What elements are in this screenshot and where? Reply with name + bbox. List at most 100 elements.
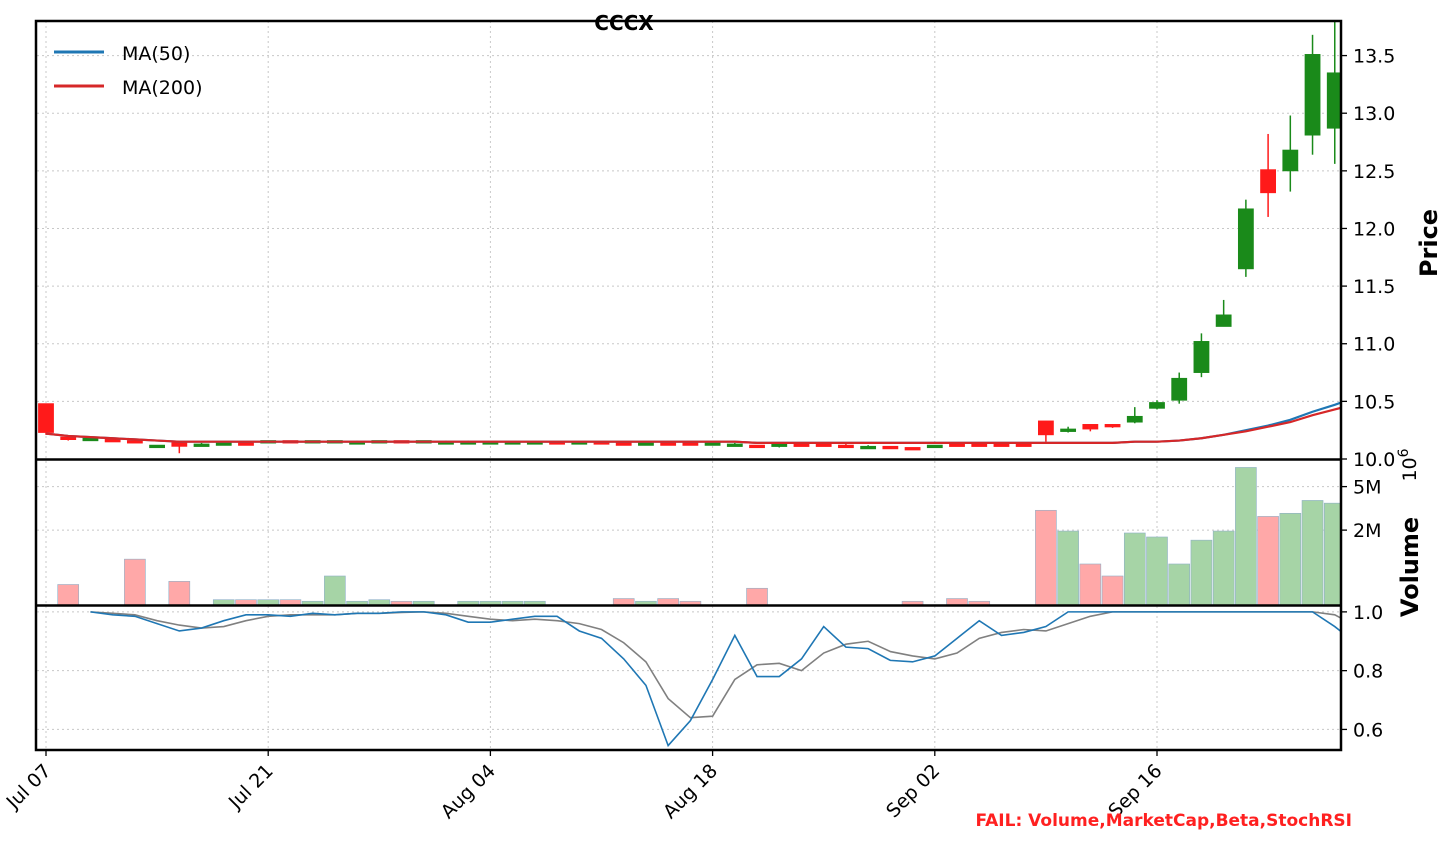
candle-body bbox=[993, 443, 1010, 447]
candle bbox=[926, 444, 943, 449]
candle bbox=[793, 443, 810, 447]
candle-body bbox=[882, 445, 899, 450]
volume-bar bbox=[1035, 509, 1057, 605]
candle bbox=[638, 442, 654, 446]
candle-body bbox=[682, 442, 699, 446]
volume-bar bbox=[1101, 575, 1124, 605]
volume-bar bbox=[1079, 563, 1102, 605]
oscillator-y-tick-label: 1.0 bbox=[1353, 602, 1383, 624]
oscillator-y-tick-label: 0.8 bbox=[1353, 661, 1383, 683]
candle-body bbox=[1038, 420, 1054, 436]
candle bbox=[1215, 299, 1232, 327]
candle bbox=[193, 442, 210, 447]
volume-bar bbox=[946, 598, 968, 605]
price-y-tick-label: 10.0 bbox=[1353, 449, 1395, 471]
candle-body bbox=[38, 403, 54, 433]
volume-bar bbox=[124, 558, 146, 605]
candle bbox=[1237, 199, 1254, 277]
candle bbox=[860, 445, 877, 450]
candle bbox=[1015, 443, 1032, 447]
legend-ma200-label: MA(200) bbox=[122, 77, 202, 99]
candle bbox=[149, 444, 166, 449]
candle bbox=[1104, 424, 1121, 428]
volume-bar bbox=[212, 599, 235, 605]
candle bbox=[1038, 420, 1054, 442]
candle-body bbox=[193, 443, 210, 447]
candle bbox=[815, 443, 832, 447]
candle bbox=[704, 442, 721, 446]
candle-body bbox=[171, 442, 188, 447]
volume-y-tick-label: 2M bbox=[1353, 520, 1381, 542]
volume-bar bbox=[1123, 532, 1146, 605]
candle bbox=[171, 441, 188, 454]
oscillator-y-tick-label: 0.6 bbox=[1353, 719, 1383, 741]
volume-axis-title: Volume bbox=[1396, 517, 1424, 617]
volume-bar bbox=[1057, 530, 1079, 605]
volume-y-axis: 2M 5M bbox=[1341, 477, 1381, 542]
price-y-axis: 10.0 10.5 11.0 11.5 12.0 12.5 13.0 13.5 bbox=[1341, 46, 1395, 471]
x-tick-label: Jul 07 bbox=[2, 760, 56, 814]
legend: MA(50) MA(200) bbox=[54, 43, 202, 99]
candle bbox=[1149, 400, 1165, 410]
candle-body bbox=[793, 443, 810, 447]
candle-body bbox=[771, 443, 788, 447]
price-y-tick-label: 11.0 bbox=[1353, 334, 1395, 356]
candle bbox=[215, 442, 232, 446]
chart-frame bbox=[34, 19, 1343, 752]
candle-body bbox=[1104, 424, 1121, 428]
candle-body bbox=[1215, 314, 1232, 327]
candle-body bbox=[949, 443, 965, 447]
candle bbox=[1193, 333, 1210, 378]
chart-title: CCCX bbox=[594, 11, 654, 35]
volume-bar bbox=[279, 599, 302, 605]
candle bbox=[949, 443, 965, 447]
candle bbox=[726, 442, 743, 447]
volume-bar bbox=[368, 599, 391, 605]
candle-body bbox=[704, 442, 721, 446]
candle-body bbox=[660, 442, 677, 446]
grid-lines bbox=[37, 21, 1341, 750]
legend-ma50-label: MA(50) bbox=[122, 43, 190, 65]
candle-body bbox=[815, 443, 832, 447]
candle-body bbox=[126, 440, 143, 444]
x-tick-label: Sep 02 bbox=[882, 760, 944, 822]
volume-offset-exponent: 6 bbox=[1396, 448, 1412, 457]
candle bbox=[1282, 115, 1299, 192]
ma200-line bbox=[45, 406, 1341, 444]
price-panel bbox=[38, 21, 1341, 454]
candle-body bbox=[1171, 377, 1188, 401]
candle-body bbox=[615, 442, 632, 446]
candle bbox=[1126, 407, 1143, 424]
x-tick-label: Jul 21 bbox=[224, 760, 278, 814]
volume-bar bbox=[1146, 536, 1168, 605]
candle bbox=[971, 443, 988, 447]
candle-body bbox=[1237, 208, 1254, 270]
candle-body bbox=[1260, 169, 1276, 194]
candle bbox=[1171, 372, 1188, 404]
candle-body bbox=[1082, 424, 1099, 430]
candle bbox=[1304, 34, 1321, 155]
candle-body bbox=[749, 444, 765, 449]
candle-body bbox=[1060, 428, 1077, 432]
candle-body bbox=[1304, 54, 1321, 136]
candle bbox=[660, 442, 677, 446]
oscillator-d-line bbox=[90, 611, 1341, 719]
candle bbox=[1082, 424, 1099, 432]
volume-bar bbox=[612, 598, 635, 605]
candle bbox=[904, 447, 921, 451]
oscillator-k-line bbox=[90, 611, 1341, 748]
candle-body bbox=[1149, 402, 1165, 409]
candle-body bbox=[149, 444, 166, 449]
candle-body bbox=[1126, 415, 1143, 423]
candles-group bbox=[38, 21, 1341, 454]
volume-bar bbox=[1235, 467, 1257, 605]
volume-bars-group bbox=[57, 467, 1341, 605]
candle-body bbox=[104, 439, 121, 443]
candle bbox=[749, 444, 765, 449]
candle-body bbox=[1193, 341, 1210, 373]
volume-y-tick-label: 5M bbox=[1353, 477, 1381, 499]
volume-offset-label: 106 bbox=[1396, 448, 1421, 481]
volume-bar bbox=[746, 587, 768, 605]
price-y-tick-label: 12.0 bbox=[1353, 218, 1395, 240]
candle-body bbox=[215, 442, 232, 446]
